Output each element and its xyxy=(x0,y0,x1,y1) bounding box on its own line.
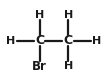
Text: H: H xyxy=(35,10,44,20)
Text: Br: Br xyxy=(32,60,47,73)
Text: C: C xyxy=(64,34,73,47)
Text: H: H xyxy=(64,10,73,20)
Text: H: H xyxy=(92,35,101,46)
Text: H: H xyxy=(6,35,16,46)
Text: C: C xyxy=(35,34,44,47)
Text: H: H xyxy=(64,61,73,71)
